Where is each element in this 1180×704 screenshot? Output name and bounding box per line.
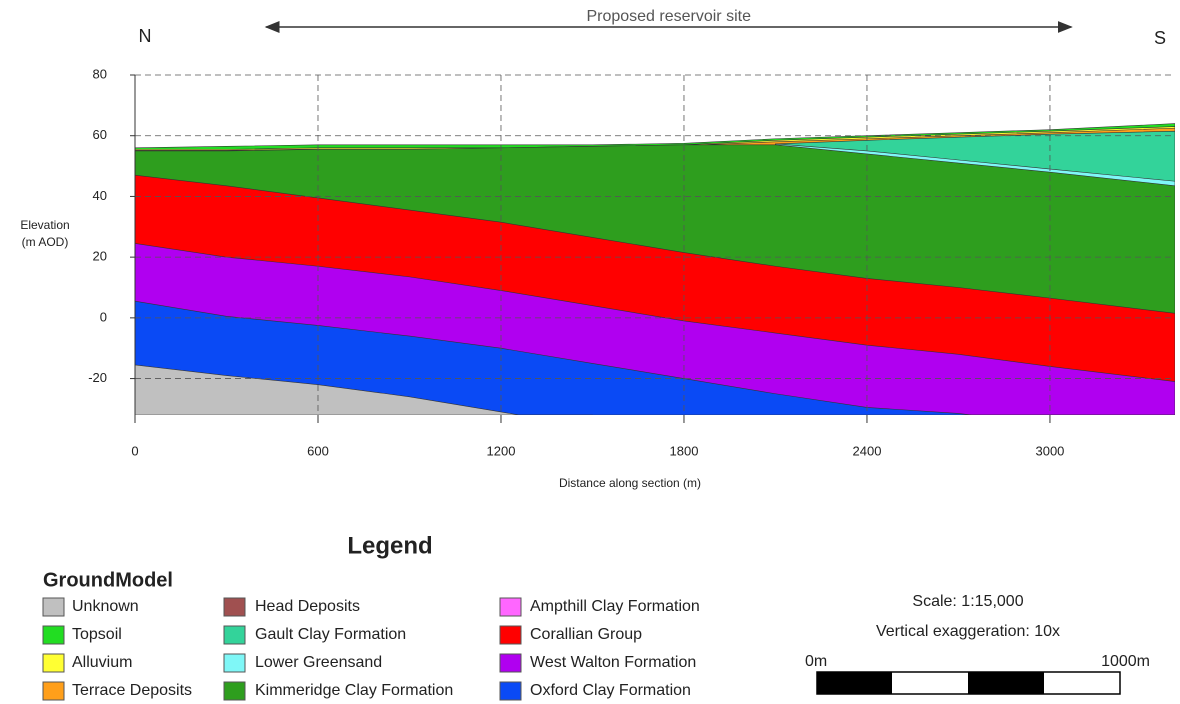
y-tick-label: 60 <box>93 127 107 142</box>
legend-label: Corallian Group <box>530 626 642 643</box>
scale-bar-segment <box>968 672 1044 694</box>
legend-swatch <box>500 682 521 700</box>
exaggeration-text: Vertical exaggeration: 10x <box>876 623 1060 640</box>
legend-label: West Walton Formation <box>530 654 696 671</box>
legend-swatch <box>43 682 64 700</box>
x-tick-label: 600 <box>307 443 329 458</box>
y-axis-label: (m AOD) <box>22 235 69 249</box>
y-tick-label: -20 <box>88 370 107 385</box>
legend-group: GroundModel <box>43 569 173 591</box>
legend-label: Alluvium <box>72 654 132 671</box>
x-tick-label: 3000 <box>1035 443 1064 458</box>
x-tick-label: 1200 <box>487 443 516 458</box>
legend-swatch <box>224 598 245 616</box>
scale-bar <box>817 672 1120 694</box>
legend-swatch <box>500 654 521 672</box>
x-tick-label: 1800 <box>670 443 699 458</box>
x-tick-label: 0 <box>131 443 138 458</box>
annotation-text: Proposed reservoir site <box>586 8 751 25</box>
legend-label: Head Deposits <box>255 598 360 615</box>
legend-swatch <box>43 626 64 644</box>
legend-label: Ampthill Clay Formation <box>530 598 700 615</box>
legend-swatch <box>500 626 521 644</box>
y-tick-label: 80 <box>93 66 107 81</box>
legend-title: Legend <box>347 532 432 559</box>
legend-swatch <box>224 682 245 700</box>
x-tick-label: 2400 <box>853 443 882 458</box>
legend-swatch <box>224 654 245 672</box>
y-axis-label: Elevation <box>20 218 69 232</box>
legend-swatch <box>500 598 521 616</box>
direction-label: N <box>139 26 152 46</box>
legend-swatch <box>43 598 64 616</box>
scale-bar-label: 1000m <box>1101 653 1150 670</box>
y-tick-label: 0 <box>100 309 107 324</box>
legend-swatch <box>43 654 64 672</box>
chart: -20 0 20 40 60 80 0 600 1200 1800 2400 3000 Proposed… <box>0 0 1180 704</box>
y-tick-label: 40 <box>93 188 107 203</box>
legend-label: Topsoil <box>72 626 122 643</box>
legend-swatch <box>224 626 245 644</box>
scale-bar-segment <box>817 672 892 694</box>
legend-label: Oxford Clay Formation <box>530 682 691 699</box>
direction-label: S <box>1154 28 1166 48</box>
legend-label: Unknown <box>72 598 139 615</box>
layers <box>135 124 1175 440</box>
legend-label: Gault Clay Formation <box>255 626 406 643</box>
scale-text: Scale: 1:15,000 <box>912 593 1023 610</box>
x-axis-label: Distance along section (m) <box>559 476 701 490</box>
legend-label: Lower Greensand <box>255 654 382 671</box>
legend-label: Terrace Deposits <box>72 682 192 699</box>
y-tick-label: 20 <box>93 249 107 264</box>
scale-bar-label: 0m <box>805 653 827 670</box>
legend-label: Kimmeridge Clay Formation <box>255 682 453 699</box>
